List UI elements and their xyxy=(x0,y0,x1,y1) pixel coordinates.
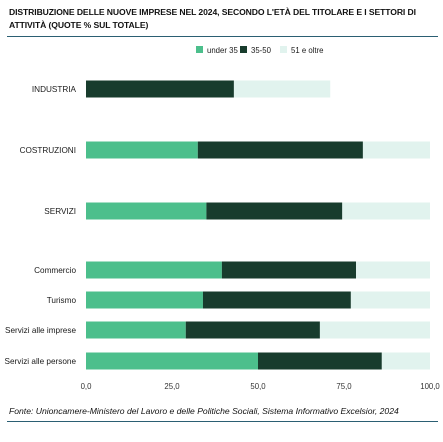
bar-servizi-alle-imprese-35-50[interactable] xyxy=(185,321,320,339)
legend-label-51-e-oltre: 51 e oltre xyxy=(291,46,324,55)
bar-costruzioni-51-e-oltre[interactable] xyxy=(362,141,430,159)
chart-title: DISTRIBUZIONE DELLE NUOVE IMPRESE NEL 20… xyxy=(9,7,416,30)
x-tick-label-4: 100,0 xyxy=(420,382,440,391)
legend-swatch-35-50 xyxy=(240,46,247,53)
category-label-industria: INDUSTRIA xyxy=(32,85,77,94)
bar-servizi-alle-persone-51-e-oltre[interactable] xyxy=(381,352,430,370)
bottom-rule xyxy=(7,421,438,422)
bar-servizi-alle-imprese-under-35[interactable] xyxy=(86,321,186,339)
bar-commercio-35-50[interactable] xyxy=(221,261,357,279)
bar-turismo-under-35[interactable] xyxy=(86,291,203,309)
top-rule xyxy=(7,36,438,37)
legend-item-51-e-oltre[interactable]: 51 e oltre xyxy=(280,46,324,55)
category-label-costruzioni: COSTRUZIONI xyxy=(20,146,76,155)
bar-industria-51-e-oltre[interactable] xyxy=(233,80,331,98)
legend-label-35-50: 35-50 xyxy=(251,46,272,55)
x-tick-label-0: 0,0 xyxy=(81,382,93,391)
category-label-servizi-alle-persone: Servizi alle persone xyxy=(5,357,77,366)
x-tick-label-1: 25,0 xyxy=(164,382,180,391)
bar-turismo-35-50[interactable] xyxy=(202,291,351,309)
legend-item-under-35[interactable]: under 35 xyxy=(196,46,238,55)
x-tick-label-2: 50,0 xyxy=(250,382,266,391)
category-label-servizi-alle-imprese: Servizi alle imprese xyxy=(5,326,76,335)
legend-swatch-under-35 xyxy=(196,46,203,53)
bar-costruzioni-35-50[interactable] xyxy=(197,141,363,159)
source-note: Fonte: Unioncamere-Ministero del Lavoro … xyxy=(9,406,399,416)
bar-turismo-51-e-oltre[interactable] xyxy=(350,291,430,309)
bar-servizi-35-50[interactable] xyxy=(206,202,343,220)
bar-commercio-under-35[interactable] xyxy=(86,261,222,279)
bar-commercio-51-e-oltre[interactable] xyxy=(356,261,430,279)
bar-costruzioni-under-35[interactable] xyxy=(86,141,198,159)
legend-swatch-51-e-oltre xyxy=(280,46,287,53)
bar-servizi-under-35[interactable] xyxy=(86,202,207,220)
category-label-servizi: SERVIZI xyxy=(44,207,76,216)
legend-label-under-35: under 35 xyxy=(207,46,238,55)
bar-servizi-51-e-oltre[interactable] xyxy=(342,202,430,220)
bar-servizi-alle-persone-35-50[interactable] xyxy=(258,352,382,370)
bar-servizi-alle-imprese-51-e-oltre[interactable] xyxy=(319,321,430,339)
legend-item-35-50[interactable]: 35-50 xyxy=(240,46,272,55)
bar-servizi-alle-persone-under-35[interactable] xyxy=(86,352,258,370)
bar-industria-35-50[interactable] xyxy=(86,80,234,98)
category-label-commercio: Commercio xyxy=(34,266,76,275)
x-tick-label-3: 75,0 xyxy=(336,382,352,391)
category-label-turismo: Turismo xyxy=(47,296,77,305)
